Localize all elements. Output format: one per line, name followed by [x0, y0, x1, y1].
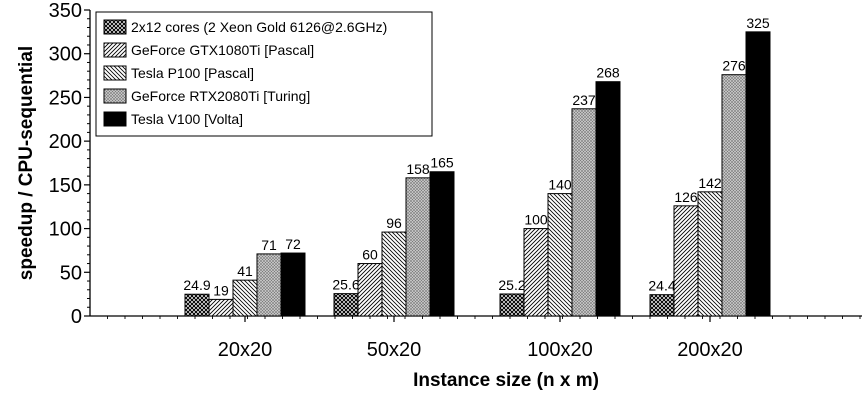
bar: [523, 228, 549, 317]
legend-swatch: [103, 111, 127, 127]
bar-value-label: 25.2: [498, 277, 525, 293]
bar: [232, 279, 258, 317]
bar-value-label: 19: [213, 282, 229, 298]
x-tick-label: 20x20: [218, 339, 273, 361]
bar-value-label: 72: [285, 236, 301, 252]
x-tick-label: 100x20: [527, 339, 593, 361]
bar: [595, 81, 621, 317]
y-tick-label: 50: [60, 262, 82, 284]
x-tick-label: 200x20: [677, 339, 743, 361]
bar-value-label: 41: [237, 263, 253, 279]
y-tick-label: 200: [49, 131, 82, 153]
bar-value-label: 24.9: [183, 277, 210, 293]
bar-value-label: 100: [524, 212, 548, 228]
bar-value-label: 60: [362, 247, 378, 263]
legend-swatch: [103, 19, 127, 35]
bar-value-label: 24.4: [648, 278, 675, 294]
bar: [381, 231, 407, 317]
bar: [547, 193, 573, 317]
bar-value-label: 71: [261, 237, 277, 253]
legend: 2x12 cores (2 Xeon Gold 6126@2.6GHz) GeFo…: [95, 11, 433, 137]
y-tick-label: 150: [49, 175, 82, 197]
y-axis-label: speedup / CPU-sequential: [16, 46, 37, 280]
bar-value-label: 25.6: [332, 277, 359, 293]
bar-value-label: 126: [674, 189, 698, 205]
bar: [208, 298, 234, 317]
bar: [673, 205, 699, 317]
bar: [571, 108, 597, 317]
legend-swatch: [103, 88, 127, 104]
bar: [745, 31, 771, 317]
bar: [256, 253, 282, 317]
legend-label: GeForce GTX1080Ti [Pascal]: [131, 42, 314, 58]
bar-value-label: 268: [596, 65, 620, 81]
bar: [405, 177, 431, 317]
legend-label: Tesla P100 [Pascal]: [131, 65, 254, 81]
bar: [280, 252, 306, 317]
legend-label: Tesla V100 [Volta]: [131, 111, 243, 127]
bar: [184, 293, 210, 317]
legend-swatch: [103, 65, 127, 81]
bar: [357, 263, 383, 317]
bar: [697, 191, 723, 317]
y-tick-label: 0: [71, 306, 82, 328]
y-tick-label: 350: [49, 0, 82, 22]
bar-value-label: 165: [430, 155, 454, 171]
axes: 0 50 100 150 200 250 300 350 20x20 50x20 100x20 200…: [49, 0, 862, 361]
y-tick-label: 300: [49, 44, 82, 66]
x-axis-label: Instance size (n x m): [413, 370, 599, 391]
y-tick-label: 100: [49, 219, 82, 241]
bar-value-label: 140: [548, 177, 572, 193]
bar: [499, 293, 525, 317]
legend-label: GeForce RTX2080Ti [Turing]: [131, 88, 310, 104]
bar-value-label: 158: [406, 161, 430, 177]
bar-value-label: 237: [572, 92, 596, 108]
legend-label: 2x12 cores (2 Xeon Gold 6126@2.6GHz): [131, 19, 387, 35]
bar-value-label: 142: [698, 175, 722, 191]
bar: [721, 74, 747, 317]
legend-swatch: [103, 42, 127, 58]
y-tick-label: 250: [49, 87, 82, 109]
bar: [649, 294, 675, 317]
x-tick-label: 50x20: [367, 339, 422, 361]
bar-value-label: 276: [722, 58, 746, 74]
bar-value-label: 325: [746, 15, 770, 31]
bar: [333, 293, 359, 317]
legend-box: [95, 11, 433, 137]
bar: [429, 171, 455, 317]
bar-value-label: 96: [386, 215, 402, 231]
